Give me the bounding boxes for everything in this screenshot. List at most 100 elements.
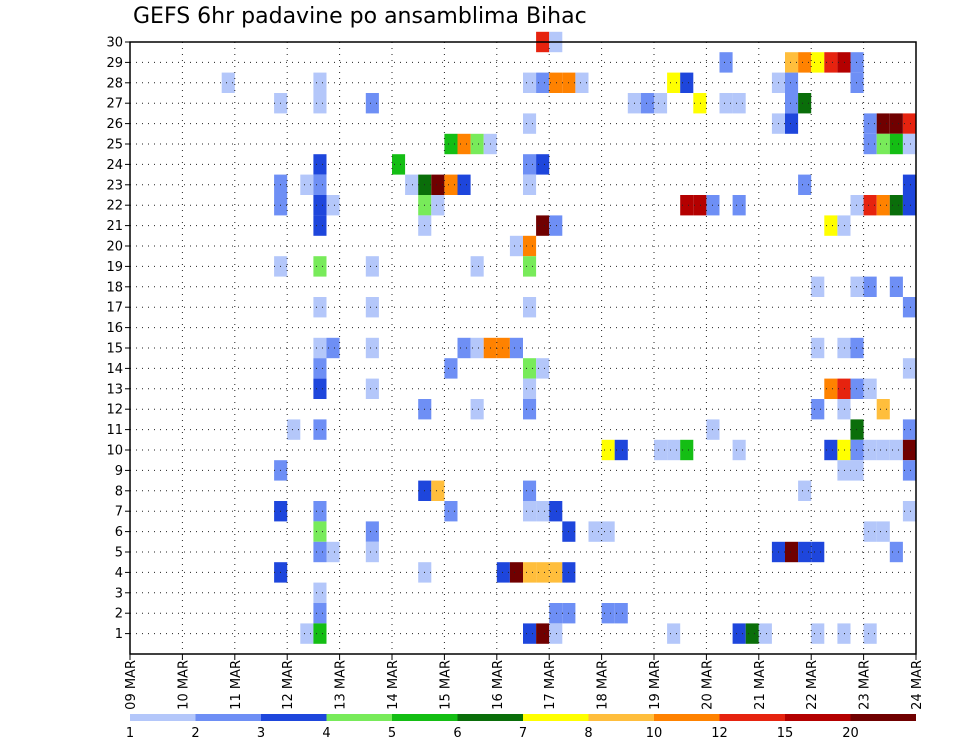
colorbar-segment [523, 714, 589, 721]
heatmap-cell [811, 623, 825, 644]
x-tick-label: 22 MAR [805, 660, 820, 710]
heatmap-cell [693, 93, 707, 114]
heatmap-cell [365, 337, 379, 359]
heatmap-cell [549, 215, 563, 236]
x-tick-label: 23 MAR [858, 660, 873, 710]
heatmap-cell [837, 378, 851, 399]
heatmap-cell [732, 195, 746, 216]
heatmap-cell [601, 603, 615, 624]
colorbar-segment [719, 714, 785, 721]
y-tick-label: 29 [106, 56, 123, 71]
heatmap-cell [365, 256, 379, 277]
heatmap-cell [811, 276, 825, 297]
heatmap-cell [837, 215, 851, 236]
x-tick-label: 13 MAR [334, 660, 349, 710]
heatmap-cell [496, 562, 510, 583]
heatmap-cell [549, 72, 563, 93]
heatmap-cell [693, 195, 707, 216]
heatmap-cell [523, 480, 537, 501]
heatmap-cell [850, 195, 864, 216]
heatmap-cell [444, 174, 458, 195]
colorbar-label: 1 [126, 726, 134, 741]
heatmap-cell [523, 256, 537, 277]
heatmap-cell [536, 154, 550, 175]
y-tick-label: 12 [106, 403, 123, 418]
heatmap-cell [536, 358, 550, 379]
heatmap-cell [523, 358, 537, 379]
x-tick-label: 09 MAR [124, 660, 139, 710]
heatmap-cell [889, 439, 903, 461]
heatmap-cell [549, 623, 563, 644]
heatmap-cell [889, 276, 903, 297]
heatmap-cell [902, 174, 916, 195]
heatmap-cell [889, 195, 903, 216]
heatmap-cell [876, 195, 890, 216]
colorbar-segment [326, 714, 392, 721]
heatmap-cell [300, 623, 314, 644]
heatmap-cell [313, 501, 327, 522]
heatmap-cell [902, 419, 916, 440]
heatmap-cell [837, 399, 851, 420]
heatmap-cell [902, 501, 916, 522]
x-tick-label: 21 MAR [753, 660, 768, 710]
heatmap-cell [313, 215, 327, 236]
y-tick-label: 13 [106, 382, 123, 397]
y-tick-label: 9 [115, 464, 123, 479]
heatmap-cell [667, 439, 681, 461]
heatmap-cell [732, 439, 746, 461]
x-tick-label: 24 MAR [910, 660, 925, 710]
heatmap-cell [785, 52, 799, 73]
colorbar-label: 6 [453, 726, 461, 741]
colorbar-label: 12 [711, 726, 728, 741]
x-tick-label: 12 MAR [281, 660, 296, 710]
heatmap-cell [902, 297, 916, 318]
heatmap-cell [811, 399, 825, 420]
heatmap-cell [523, 113, 537, 134]
heatmap-cell [614, 439, 628, 461]
heatmap-cell [523, 501, 537, 522]
heatmap-cell [523, 174, 537, 195]
colorbar-segment [392, 714, 458, 721]
heatmap-cell [850, 419, 864, 440]
heatmap-cell [431, 195, 445, 216]
y-tick-label: 14 [106, 362, 123, 377]
heatmap-cell [876, 113, 890, 134]
heatmap-cell [850, 337, 864, 359]
heatmap-cell [588, 521, 602, 542]
heatmap-cell [313, 582, 327, 603]
y-tick-label: 5 [115, 546, 123, 561]
heatmap-cell [470, 133, 484, 155]
heatmap-cell [326, 541, 340, 563]
heatmap-cell [300, 174, 314, 195]
heatmap-cell [902, 133, 916, 155]
heatmap-cell [444, 501, 458, 522]
heatmap-cell [221, 72, 235, 93]
heatmap-cell [444, 358, 458, 379]
heatmap-cell [313, 623, 327, 644]
heatmap-cell [313, 358, 327, 379]
y-tick-label: 24 [106, 158, 123, 173]
heatmap-cell [313, 72, 327, 93]
x-tick-label: 11 MAR [229, 660, 244, 710]
heatmap-cell [287, 419, 301, 440]
y-tick-label: 30 [106, 36, 123, 51]
heatmap-cell [313, 154, 327, 175]
heatmap-cell [719, 52, 733, 73]
y-tick-label: 7 [115, 505, 123, 520]
heatmap-cell [758, 623, 772, 644]
y-tick-label: 16 [106, 321, 123, 336]
heatmap-cell [876, 133, 890, 155]
heatmap-cell [837, 337, 851, 359]
heatmap-cell [313, 337, 327, 359]
y-tick-label: 17 [106, 301, 123, 316]
heatmap-cell [523, 562, 537, 583]
y-tick-label: 10 [106, 444, 123, 459]
heatmap-cell [863, 439, 877, 461]
heatmap-cell [313, 256, 327, 277]
heatmap-cell [850, 52, 864, 73]
heatmap-cell [876, 399, 890, 420]
heatmap-cell [365, 521, 379, 542]
y-tick-label: 25 [106, 138, 123, 153]
heatmap-cell [431, 174, 445, 195]
